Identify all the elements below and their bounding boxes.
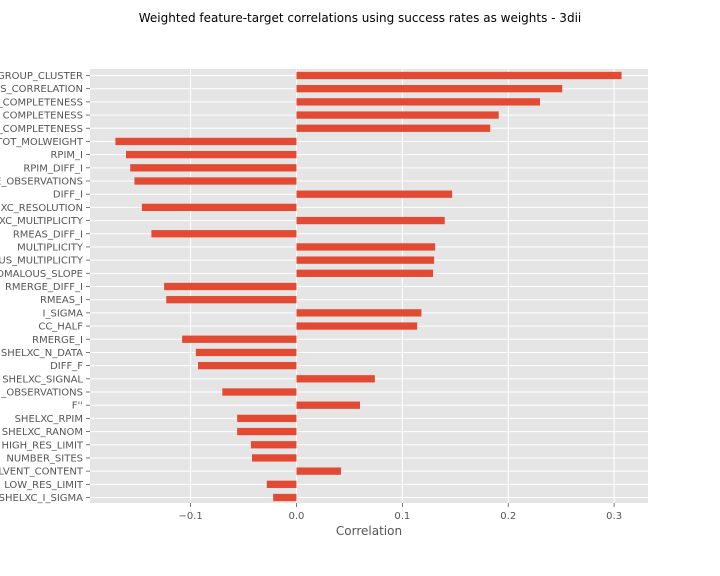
bar — [296, 71, 622, 80]
y-tick-label: SHELXC_SIGNAL — [2, 374, 83, 385]
x-tick-label: 0.2 — [500, 511, 516, 522]
bar — [296, 85, 563, 93]
bar — [296, 269, 434, 277]
bar — [296, 375, 375, 383]
bars — [115, 71, 622, 502]
bar — [296, 256, 435, 264]
bar — [151, 230, 297, 238]
y-tick-label: DIFF_I — [53, 190, 83, 201]
y-tick-label: LOW_RES_LIMIT — [4, 480, 84, 491]
x-tick-labels: −0.1 0.0 0.1 0.2 0.3 — [178, 503, 622, 522]
bar — [296, 243, 436, 251]
y-tick-label: E_OBSERVATIONS — [0, 177, 83, 188]
chart-title: Weighted feature-target correlations usi… — [139, 11, 581, 25]
y-tick-label: COMPLETENESS — [3, 111, 83, 122]
bar — [198, 361, 297, 370]
y-tick-label: NUMBER_SITES — [6, 453, 83, 464]
y-tick-label: OMALOUS_SLOPE — [0, 269, 83, 280]
y-tick-label: RMEAS_DIFF_I — [13, 229, 83, 240]
y-tick-label: LVENT_CONTENT — [0, 467, 84, 478]
y-tick-label: US_MULTIPLICITY — [0, 256, 84, 267]
y-tick-label: SHELXC_I_SIGMA — [0, 493, 83, 504]
bar — [252, 454, 297, 462]
bar — [296, 401, 360, 409]
bar — [237, 427, 297, 436]
bar — [266, 480, 297, 488]
y-tick-label: DIFF_F — [50, 361, 83, 372]
y-tick-label: GROUP_CLUSTER — [0, 71, 83, 82]
y-tick-label: XC_RESOLUTION — [1, 203, 83, 214]
x-tick-label: 0.0 — [289, 511, 305, 522]
y-tick-label: RPIM_DIFF_I — [23, 163, 83, 174]
x-tick-label: −0.1 — [178, 511, 202, 522]
y-tick-labels: GROUP_CLUSTER S_CORRELATION _COMPLETENESS C… — [0, 71, 90, 504]
bar — [134, 177, 297, 185]
bar — [296, 190, 453, 198]
bar — [273, 493, 297, 502]
y-tick-label: SHELXC_RPIM — [15, 414, 83, 425]
y-tick-label: SHELXC_RANOM — [2, 427, 83, 438]
y-tick-label: XC_MULTIPLICITY — [0, 216, 84, 227]
y-tick-label: SHELXC_N_DATA — [1, 348, 83, 359]
bar — [195, 348, 297, 357]
y-tick-label: _OBSERVATIONS — [0, 388, 83, 399]
bar — [222, 388, 297, 396]
bar — [296, 322, 418, 330]
y-tick-label: _COMPLETENESS — [0, 97, 83, 108]
bar — [141, 203, 297, 212]
bar — [296, 309, 422, 317]
y-tick-label: _COMPLETENESS — [0, 124, 83, 135]
y-tick-label: RPIM_I — [50, 150, 83, 161]
y-tick-label: TOT_MOLWEIGHT — [0, 137, 84, 148]
x-axis-label: Correlation — [336, 524, 402, 538]
bar — [164, 282, 297, 291]
bar — [130, 164, 297, 172]
bar — [126, 150, 297, 159]
bar — [166, 296, 297, 304]
bar — [250, 441, 297, 449]
x-tick-label: 0.3 — [606, 511, 622, 522]
bar — [296, 111, 499, 119]
y-tick-label: RMEAS_I — [40, 295, 83, 306]
bar — [237, 414, 297, 423]
bar — [296, 467, 341, 475]
x-tick-label: 0.1 — [394, 511, 410, 522]
y-tick-label: RMERGE_I — [32, 335, 83, 346]
bar — [296, 124, 491, 132]
bar — [115, 137, 297, 146]
y-tick-label: MULTIPLICITY — [17, 242, 84, 253]
y-tick-label: F'' — [72, 401, 83, 412]
bar — [296, 98, 540, 106]
y-tick-label: CC_HALF — [38, 322, 83, 333]
y-tick-label: S_CORRELATION — [0, 84, 83, 95]
y-tick-label: HIGH_RES_LIMIT — [1, 440, 83, 451]
bar — [182, 335, 297, 343]
bar — [296, 216, 445, 225]
y-tick-label: RMERGE_DIFF_I — [5, 282, 83, 293]
y-tick-label: I_SIGMA — [43, 308, 84, 319]
